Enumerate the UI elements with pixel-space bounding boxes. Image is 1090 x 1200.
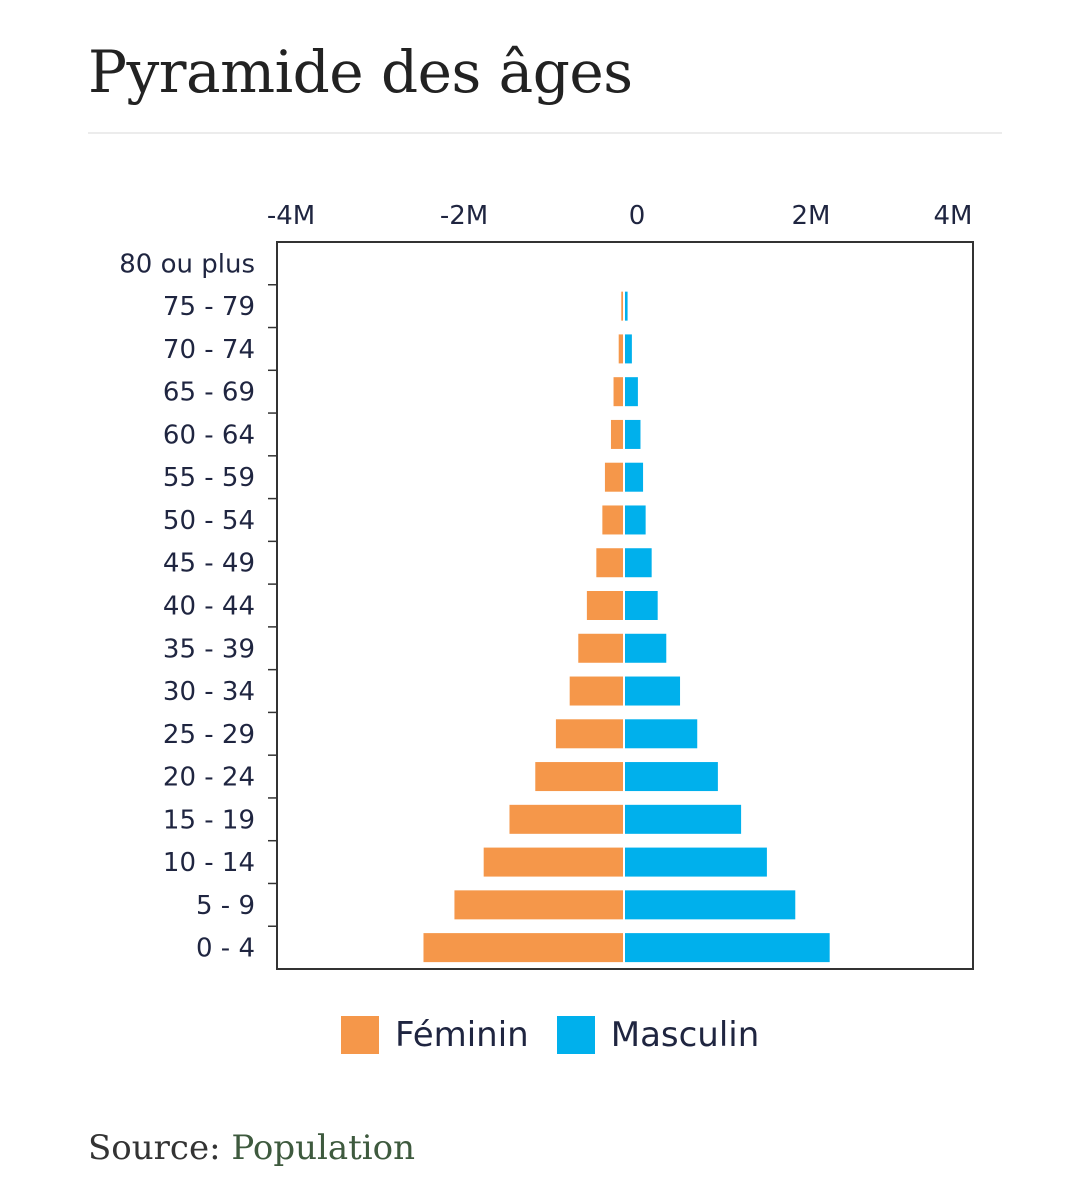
x-tick-label: -2M: [440, 201, 488, 231]
y-tick-label: 35 - 39: [163, 634, 255, 664]
y-axis-labels: 80 ou plus 75 - 79 70 - 74 65 - 69 60 - 64 55…: [119, 249, 255, 963]
legend-label-feminin: Féminin: [395, 1015, 529, 1055]
bar-masculin[interactable]: [625, 719, 698, 749]
y-tick-label: 55 - 59: [163, 463, 255, 493]
source-label: Source:: [88, 1128, 221, 1168]
bar-feminin[interactable]: [602, 505, 623, 535]
bar-masculin[interactable]: [625, 505, 646, 535]
y-tick-label: 75 - 79: [163, 292, 255, 322]
legend: Féminin Masculin: [341, 1015, 787, 1055]
bar-feminin[interactable]: [569, 676, 623, 706]
bar-masculin[interactable]: [625, 462, 644, 492]
page-title: Pyramide des âges: [88, 38, 633, 106]
y-tick-label: 20 - 24: [163, 763, 255, 793]
bar-feminin[interactable]: [596, 548, 623, 578]
y-tick-label: 45 - 49: [163, 549, 255, 579]
title-divider: [88, 132, 1002, 134]
legend-label-masculin: Masculin: [610, 1015, 760, 1055]
population-pyramid-chart: -4M -2M 0 2M 4M 80 ou plus 75 - 79 70 - 74 65 -…: [119, 201, 974, 970]
bar-feminin[interactable]: [423, 933, 623, 963]
bar-feminin[interactable]: [535, 762, 623, 792]
bar-feminin[interactable]: [618, 334, 623, 364]
bar-masculin[interactable]: [625, 633, 667, 663]
bar-masculin[interactable]: [625, 334, 632, 364]
y-tick-label: 60 - 64: [163, 420, 255, 450]
y-tick-label: 5 - 9: [196, 891, 255, 921]
y-tick-label: 70 - 74: [163, 335, 255, 365]
bar-masculin[interactable]: [625, 548, 652, 578]
y-tick-label: 10 - 14: [163, 848, 255, 878]
bar-masculin[interactable]: [625, 591, 658, 620]
bar-masculin[interactable]: [625, 890, 796, 920]
bar-feminin[interactable]: [454, 890, 623, 920]
y-tick-label: 0 - 4: [196, 934, 255, 964]
x-tick-label: -4M: [267, 201, 315, 231]
x-tick-label: 2M: [792, 201, 831, 231]
bar-feminin[interactable]: [555, 719, 623, 749]
x-axis-ticks: -4M -2M 0 2M 4M: [267, 201, 973, 231]
bar-masculin[interactable]: [625, 762, 718, 792]
x-tick-label: 4M: [934, 201, 973, 231]
bar-masculin[interactable]: [625, 291, 628, 321]
y-axis-tick-marks: [268, 284, 277, 927]
plot-frame: [276, 241, 974, 970]
y-tick-label: 50 - 54: [163, 506, 255, 536]
y-tick-label: 25 - 29: [163, 720, 255, 750]
y-tick-label: 65 - 69: [163, 378, 255, 408]
source-line: Source: Population: [88, 1128, 415, 1168]
legend-swatch-feminin: [341, 1016, 379, 1054]
bars: [423, 291, 830, 963]
y-tick-label: 15 - 19: [163, 805, 255, 835]
y-tick-label: 80 ou plus: [119, 249, 255, 279]
bar-feminin[interactable]: [621, 291, 623, 321]
bar-feminin[interactable]: [509, 804, 623, 834]
x-tick-label: 0: [629, 201, 646, 231]
bar-feminin[interactable]: [610, 419, 623, 449]
y-tick-label: 40 - 44: [163, 592, 255, 622]
bar-masculin[interactable]: [625, 377, 638, 407]
bar-feminin[interactable]: [604, 462, 623, 492]
source-link[interactable]: Population: [231, 1128, 416, 1168]
bar-feminin[interactable]: [613, 377, 623, 407]
bar-masculin[interactable]: [625, 804, 742, 834]
bar-masculin[interactable]: [625, 847, 767, 877]
bar-masculin[interactable]: [625, 419, 641, 449]
legend-item-feminin[interactable]: Féminin: [341, 1015, 529, 1055]
legend-item-masculin[interactable]: Masculin: [556, 1015, 760, 1055]
bar-masculin[interactable]: [625, 933, 830, 963]
bar-feminin[interactable]: [578, 633, 623, 663]
bar-feminin[interactable]: [586, 591, 623, 620]
y-tick-label: 30 - 34: [163, 677, 255, 707]
bar-feminin[interactable]: [483, 847, 623, 877]
legend-swatch-masculin: [556, 1016, 595, 1054]
bar-masculin[interactable]: [625, 676, 681, 706]
